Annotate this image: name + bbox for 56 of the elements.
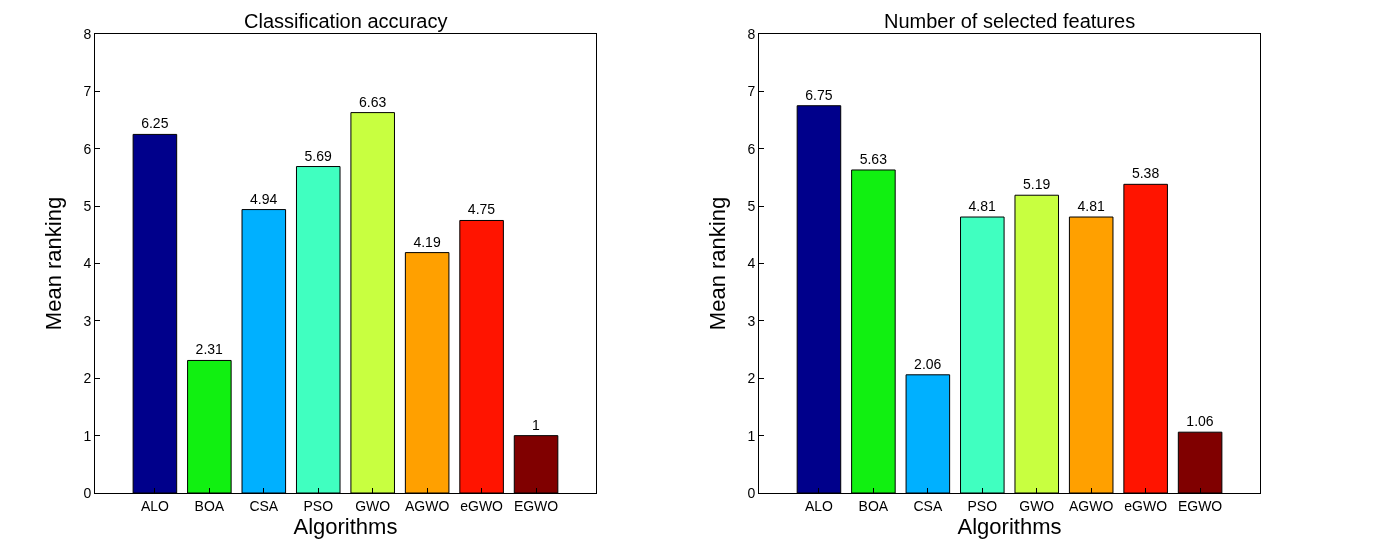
x-axis-title: Algorithms [957, 513, 1062, 539]
x-axis-title: Algorithms [293, 513, 398, 539]
y-tick-label: 2 [83, 370, 92, 387]
y-tick-label: 5 [83, 198, 92, 215]
x-tick-label: ALO [804, 497, 834, 514]
x-tick-label: AGWO [1069, 497, 1114, 514]
y-tick-label: 7 [747, 83, 756, 100]
data-label: 2.06 [914, 355, 942, 372]
x-tick-label: eGWO [460, 497, 504, 514]
y-tick-label: 0 [747, 484, 756, 501]
y-tick-label: 4 [747, 255, 756, 272]
data-label: 6.63 [358, 93, 387, 110]
chart-title: Number of selected features [884, 10, 1136, 32]
y-tick-label: 3 [83, 312, 92, 329]
data-label: 4.75 [467, 201, 496, 218]
data-label: 4.94 [250, 190, 278, 207]
data-label: 4.81 [968, 198, 997, 215]
x-tick-label: CSA [249, 497, 279, 514]
data-label: 5.69 [304, 147, 332, 164]
x-tick-label: ALO [140, 497, 170, 514]
x-tick-label: GWO [1019, 497, 1055, 514]
y-tick-label: 6 [747, 140, 756, 157]
y-tick-label: 8 [83, 25, 92, 42]
x-tick-label: CSA [913, 497, 943, 514]
y-axis-title: Mean ranking [41, 196, 67, 331]
y-tick-label: 1 [747, 427, 756, 444]
y-tick-label: 0 [83, 484, 92, 501]
data-label: 5.38 [1131, 165, 1160, 182]
data-label: 6.25 [141, 115, 169, 132]
y-tick-label: 5 [747, 198, 756, 215]
y-tick-label: 3 [747, 312, 756, 329]
x-tick-label: PSO [967, 497, 998, 514]
x-tick-label: GWO [355, 497, 391, 514]
data-label: 2.31 [195, 341, 224, 358]
x-tick-label: BOA [858, 497, 889, 514]
y-tick-label: 1 [83, 427, 92, 444]
chart-title: Classification accuracy [244, 10, 448, 32]
data-label: 1.06 [1186, 413, 1214, 430]
y-axis-title: Mean ranking [705, 196, 731, 331]
x-tick-label: EGWO [513, 497, 559, 514]
y-tick-label: 2 [747, 370, 756, 387]
data-label: 4.81 [1077, 198, 1105, 215]
data-label: 6.75 [805, 86, 833, 103]
y-tick-label: 4 [83, 255, 92, 272]
x-tick-label: AGWO [404, 497, 450, 514]
y-tick-label: 8 [747, 25, 756, 42]
y-tick-label: 7 [83, 83, 92, 100]
data-label: 5.63 [859, 150, 888, 167]
x-tick-label: PSO [303, 497, 334, 514]
data-label: 4.19 [413, 233, 441, 250]
data-label: 5.19 [1023, 176, 1051, 193]
x-tick-label: eGWO [1124, 497, 1168, 514]
x-tick-label: EGWO [1177, 497, 1223, 514]
x-tick-label: BOA [194, 497, 225, 514]
y-tick-label: 6 [83, 140, 92, 157]
data-label: 1 [532, 416, 541, 433]
